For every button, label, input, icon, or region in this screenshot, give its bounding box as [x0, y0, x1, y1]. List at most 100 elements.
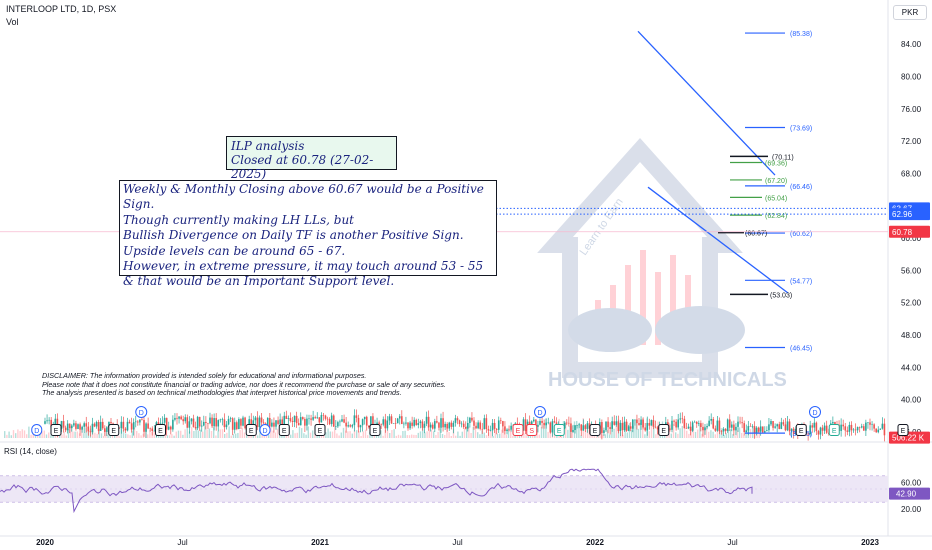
candle-body — [687, 426, 690, 429]
candle-body — [533, 419, 535, 422]
event-marker-bg — [512, 424, 524, 436]
candle-body — [176, 417, 178, 419]
volume-bar — [642, 418, 644, 438]
event-marker-bg — [108, 424, 120, 436]
candle-body — [378, 422, 380, 424]
candle-body — [790, 428, 793, 432]
candle-body — [335, 426, 337, 427]
candle-body — [788, 421, 791, 432]
price-tag-bg — [889, 225, 930, 238]
event-marker — [155, 424, 166, 436]
candle-body — [71, 425, 73, 429]
volume-bar — [345, 430, 347, 438]
volume-bar — [206, 429, 208, 438]
candle-body — [566, 422, 568, 424]
candle-body — [541, 420, 543, 423]
candle-body — [330, 415, 333, 425]
candle-body — [695, 421, 698, 424]
candle-body — [545, 422, 547, 426]
volume-bar — [17, 429, 19, 438]
candle-body — [398, 416, 401, 419]
volume-bar — [314, 434, 316, 438]
candle-body — [229, 418, 232, 420]
volume-bar — [492, 435, 494, 438]
candle-body — [174, 417, 176, 420]
volume-bar — [239, 430, 241, 438]
candle-body — [629, 426, 632, 429]
candle-body — [54, 418, 57, 425]
volume-bar — [386, 429, 389, 438]
volume-bar — [452, 428, 455, 438]
volume-bar — [305, 434, 307, 438]
candle-body — [710, 418, 712, 421]
event-marker — [795, 424, 807, 436]
candle-body — [574, 425, 576, 431]
candle-body — [854, 429, 857, 431]
volume-bar — [257, 435, 259, 438]
candle-body — [636, 419, 638, 424]
volume-bar — [213, 427, 215, 438]
candle-body — [361, 419, 364, 426]
candle-body — [867, 422, 869, 424]
volume-bar — [415, 434, 417, 438]
candle-body — [95, 422, 98, 427]
candle-body — [444, 423, 446, 428]
candle-body — [324, 415, 327, 419]
candle-body — [656, 427, 659, 430]
volume-bar — [417, 432, 419, 438]
candle-body — [161, 422, 164, 424]
volume-bar — [301, 428, 303, 438]
candle-body — [434, 421, 436, 429]
volume-bar — [30, 434, 32, 438]
volume-bar — [208, 428, 210, 438]
volume-bar — [732, 434, 734, 438]
volume-bar — [215, 435, 217, 438]
volume-bar — [65, 435, 67, 438]
event-marker-label: E — [593, 428, 598, 435]
candle-body — [411, 422, 413, 426]
volume-bar — [474, 427, 477, 438]
candle-body — [287, 418, 290, 419]
candle-body — [873, 424, 875, 429]
candle-body — [563, 422, 566, 429]
volume-bar — [235, 433, 237, 438]
candle-body — [405, 422, 407, 424]
candle-body — [601, 422, 603, 433]
candle-body — [200, 425, 203, 427]
volume-bar — [166, 435, 169, 438]
candle-body — [215, 418, 217, 427]
currency-selector[interactable]: PKR — [893, 5, 927, 20]
event-marker-bg — [135, 406, 148, 418]
candle-body — [440, 418, 442, 428]
volume-bar — [96, 433, 98, 438]
volume-bar — [41, 431, 43, 438]
candle-body — [588, 423, 591, 429]
volume-bar — [681, 426, 683, 438]
volume-bar — [138, 433, 140, 438]
volume-bar — [226, 432, 228, 438]
volume-bar — [615, 424, 617, 438]
candle-body — [436, 421, 438, 423]
candle-body — [203, 421, 205, 426]
volume-bar — [224, 433, 226, 438]
volume-bar — [131, 430, 133, 438]
candle-body — [271, 422, 273, 427]
level-label: (54.77) — [790, 278, 812, 285]
price-tick-label: 80.00 — [901, 73, 922, 82]
candle-body — [786, 421, 789, 431]
candle-body — [194, 426, 197, 429]
candle-body — [275, 420, 277, 427]
volume-bar — [705, 427, 708, 438]
time-tick-label: 2020 — [36, 538, 54, 547]
candle-body — [423, 423, 426, 428]
candle-body — [679, 418, 682, 420]
volume-bar — [419, 431, 422, 438]
candle-body — [846, 430, 849, 432]
analysis-close-line: Closed at 60.78 (27-02-2025) — [231, 153, 374, 181]
candle-body — [448, 422, 451, 429]
volume-bar — [756, 430, 758, 438]
candle-body — [225, 424, 228, 428]
volume-bar — [587, 429, 589, 438]
event-marker-bg — [658, 424, 670, 436]
